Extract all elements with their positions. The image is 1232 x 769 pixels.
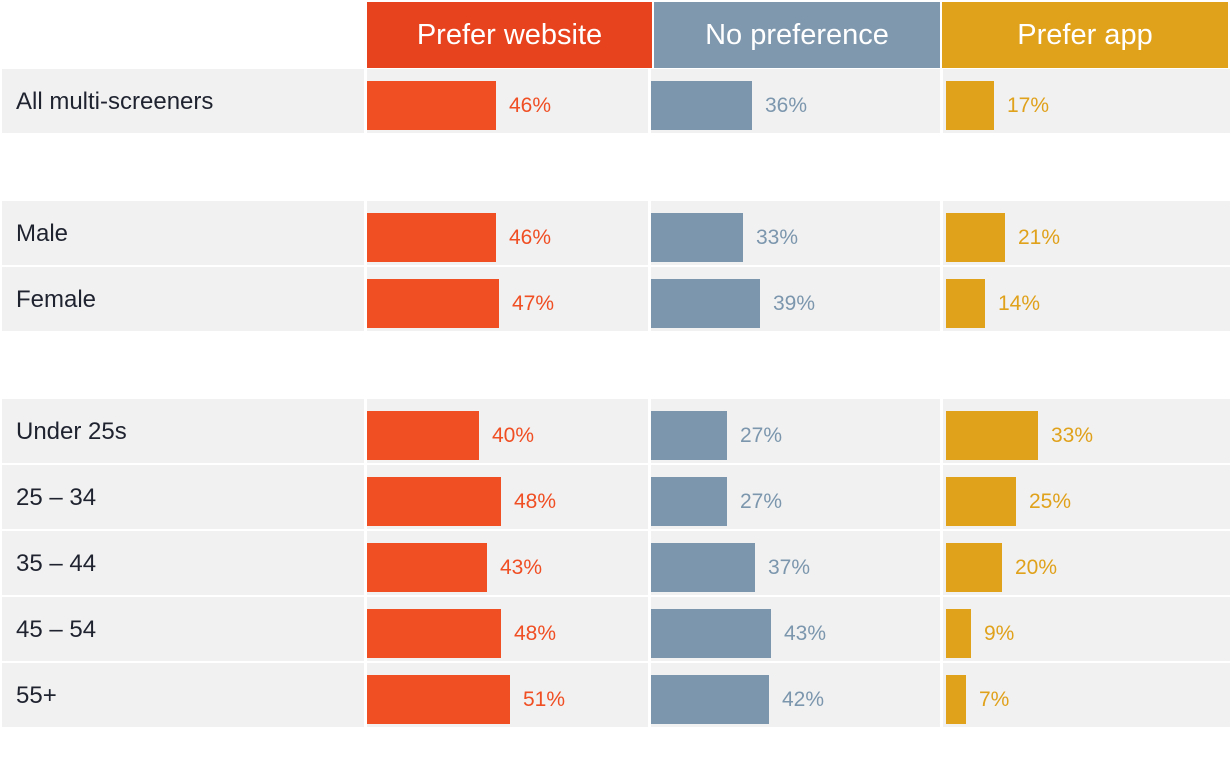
bar-website	[367, 213, 496, 262]
data-label: 33%	[756, 226, 799, 249]
row-label: Under 25s	[16, 418, 127, 445]
bar-app	[946, 213, 1005, 262]
bar-neutral	[651, 477, 727, 526]
column-divider	[364, 69, 367, 133]
data-label: 51%	[523, 688, 566, 711]
data-label: 20%	[1015, 556, 1058, 579]
bar-neutral	[651, 411, 727, 460]
data-label: 36%	[765, 94, 808, 117]
row-background	[2, 201, 1230, 265]
data-label: 43%	[784, 622, 827, 645]
column-divider	[648, 201, 651, 332]
bar-app	[946, 279, 985, 328]
data-label: 33%	[1051, 424, 1094, 447]
bar-neutral	[651, 675, 769, 724]
row-background	[2, 465, 1230, 529]
bar-app	[946, 675, 966, 724]
row-label: 45 – 54	[16, 616, 97, 643]
bar-neutral	[651, 213, 743, 262]
row-background	[2, 597, 1230, 661]
bar-website	[367, 279, 499, 328]
data-label: 37%	[768, 556, 811, 579]
column-header-0: Prefer website	[367, 2, 652, 68]
data-label: 40%	[492, 424, 535, 447]
data-label: 17%	[1007, 94, 1050, 117]
data-label: 39%	[773, 292, 816, 315]
bar-app	[946, 81, 994, 130]
bar-neutral	[651, 609, 771, 658]
column-divider	[940, 399, 943, 727]
data-label: 21%	[1018, 226, 1061, 249]
column-divider	[364, 399, 367, 727]
bar-neutral	[651, 81, 752, 130]
column-divider	[648, 399, 651, 727]
bar-app	[946, 477, 1016, 526]
column-header-2: Prefer app	[942, 2, 1228, 68]
bar-neutral	[651, 543, 755, 592]
row-background	[2, 531, 1230, 595]
data-label: 25%	[1029, 490, 1072, 513]
row-label: Female	[16, 286, 97, 313]
bar-website	[367, 609, 501, 658]
data-label: 42%	[782, 688, 825, 711]
data-label: 46%	[509, 94, 552, 117]
data-label: 46%	[509, 226, 552, 249]
row-background	[2, 267, 1230, 331]
data-label: 47%	[512, 292, 555, 315]
column-header-1: No preference	[654, 2, 940, 68]
data-label: 48%	[514, 622, 557, 645]
bar-website	[367, 675, 510, 724]
column-divider	[648, 69, 651, 133]
bar-app	[946, 609, 971, 658]
bar-website	[367, 543, 487, 592]
data-label: 7%	[979, 688, 1010, 711]
row-background	[2, 69, 1230, 133]
data-label: 14%	[998, 292, 1041, 315]
data-label: 48%	[514, 490, 557, 513]
row-label: 35 – 44	[16, 550, 97, 577]
data-label: 43%	[500, 556, 543, 579]
row-background	[2, 399, 1230, 463]
bar-website	[367, 477, 501, 526]
row-background	[2, 663, 1230, 727]
row-label: 25 – 34	[16, 484, 97, 511]
row-label: 55+	[16, 682, 57, 709]
data-label: 27%	[740, 424, 783, 447]
column-divider	[940, 201, 943, 332]
row-label: Male	[16, 220, 69, 247]
data-label: 27%	[740, 490, 783, 513]
bar-neutral	[651, 279, 760, 328]
bar-website	[367, 81, 496, 130]
bar-app	[946, 543, 1002, 592]
data-label: 9%	[984, 622, 1015, 645]
bar-app	[946, 411, 1038, 460]
row-label: All multi-screeners	[16, 88, 214, 115]
column-divider	[364, 201, 367, 332]
bar-website	[367, 411, 479, 460]
column-divider	[940, 69, 943, 133]
